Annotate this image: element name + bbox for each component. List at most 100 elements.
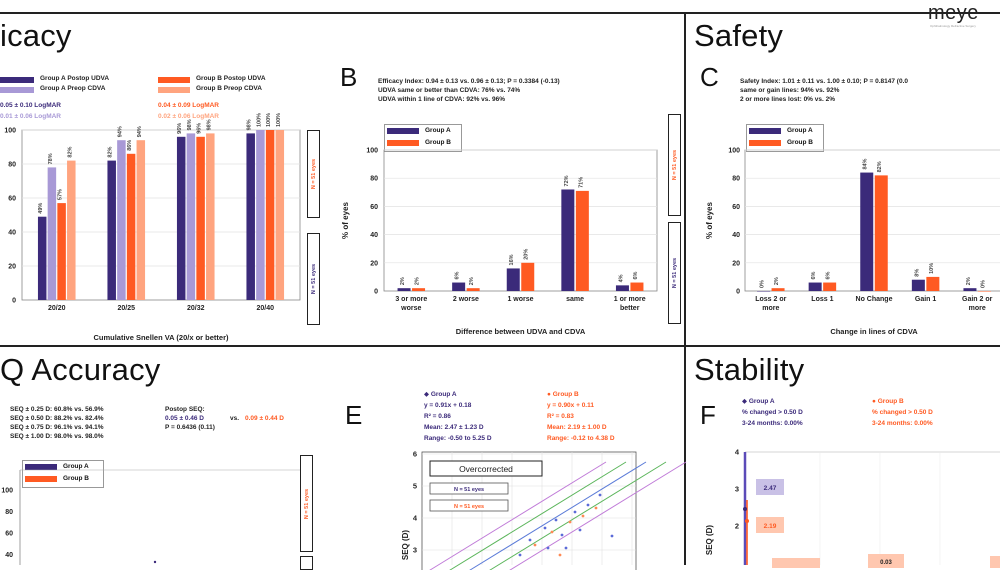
- panelB-bar: [466, 288, 480, 291]
- panelC-bar-data-label: 2%: [774, 277, 780, 285]
- panelB-category-label: worse: [400, 305, 421, 312]
- panelE-data-point: [543, 526, 547, 530]
- panelB-bar-data-label: 2%: [469, 277, 475, 285]
- divider-middle: [0, 345, 1000, 347]
- panelF-group-a-l2: 3-24 months: 0.00%: [742, 420, 803, 427]
- panelC-bar: [860, 172, 874, 291]
- panelE-group-b-range: Range: -0.12 to 4.38 D: [547, 435, 615, 442]
- panelD-legend-swatch-b: [25, 476, 57, 482]
- panelD-seq-050: SEQ ± 0.50 D: 88.2% vs. 82.4%: [10, 415, 104, 422]
- panelA-bar-data-label: 96%: [177, 123, 183, 134]
- panelB-ytick-label: 0: [374, 289, 378, 296]
- panelE-overcorrected-box: [429, 460, 543, 477]
- panelA-bar-data-label: 94%: [137, 126, 143, 137]
- panelB-efficacy-index: Efficacy Index: 0.94 ± 0.13 vs. 0.96 ± 0…: [378, 78, 560, 85]
- panelD-legend: Group A Group B: [22, 460, 104, 488]
- panelF-tag-b: 2.19: [764, 523, 777, 530]
- panelB-bar: [412, 288, 426, 291]
- panelB-legend-swatch-a: [387, 128, 419, 134]
- panelC-bar-data-label: 6%: [826, 271, 832, 279]
- panelB-ytick-label: 40: [370, 232, 378, 239]
- divider-vertical: [684, 12, 686, 565]
- panelC-same-or-gain: same or gain lines: 94% vs. 92%: [740, 87, 840, 94]
- panelA-bar: [265, 130, 275, 300]
- panelF-group-a-point: [743, 507, 747, 511]
- panelE-data-point: [558, 553, 562, 557]
- panelD-ytick-label: 60: [5, 531, 13, 538]
- panelA-bar: [256, 130, 265, 300]
- panelE-group-a-range: Range: -0.50 to 5.25 D: [424, 435, 492, 442]
- legend-label-b-preop: Group B Preop CDVA: [196, 85, 262, 92]
- panelA-bar: [136, 140, 146, 300]
- legend-label-a-postop: Group A Postop UDVA: [40, 75, 110, 82]
- panelF-group-a-name: ◆ Group A: [742, 398, 775, 405]
- panelA-bar: [275, 130, 285, 300]
- panelB-n-box-b: N = 51 eyes: [668, 114, 681, 216]
- panelE-ytick-label: 6: [413, 450, 417, 459]
- panelE-data-point: [598, 493, 602, 497]
- panelE-group-b-mean: Mean: 2.19 ± 1.00 D: [547, 424, 607, 431]
- panelC-legend-swatch-b: [749, 140, 781, 146]
- legend-swatch-b-preop: [158, 87, 190, 93]
- panelF-ylabel: SEQ (D): [705, 525, 714, 556]
- panelD-postop-p: P = 0.6436 (0.11): [165, 424, 215, 431]
- panelA-bar-data-label: 98%: [187, 119, 193, 130]
- panelC-ytick-label: 40: [732, 232, 740, 239]
- stat-a-preop: 0.01 ± 0.06 LogMAR: [0, 113, 62, 120]
- panelB-bar-data-label: 16%: [509, 254, 515, 265]
- panelE-ytick-label: 3: [413, 546, 417, 555]
- panelC-legend-label-b: Group B: [787, 139, 813, 146]
- panelC-2-lines-lost: 2 or more lines lost: 0% vs. 2%: [740, 96, 836, 103]
- legend-label-a-preop: Group A Preop CDVA: [40, 85, 106, 92]
- divider-top: [0, 12, 1000, 14]
- panelA-bar: [117, 140, 126, 300]
- panelC-bar-data-label: 2%: [966, 277, 972, 285]
- panelE-ytick-label: 4: [413, 514, 418, 523]
- panelC-category-label: No Change: [856, 296, 893, 303]
- panelF-group-b-l1: % changed > 0.50 D: [872, 409, 933, 416]
- panelF-ytick-label: 4: [735, 448, 740, 457]
- panelB-ytick-label: 60: [370, 204, 378, 211]
- panelD-legend-label-b: Group B: [63, 475, 89, 482]
- panelA-n-box-a: N = 51 eyes: [307, 233, 320, 325]
- panel-letter-b: B: [340, 62, 358, 92]
- panelD-ytick-label: 80: [5, 509, 13, 516]
- panelE-data-point: [550, 530, 554, 534]
- panelD-postop-vs: vs.: [230, 415, 240, 422]
- panelE-data-point: [554, 518, 558, 522]
- panelD-seq-075: SEQ ± 0.75 D: 96.1% vs. 94.1%: [10, 424, 104, 431]
- panelB-legend-swatch-b: [387, 140, 419, 146]
- panelE-n-label-a: N = 51 eyes: [454, 487, 484, 493]
- panelD-n-box-b: N = 51 eyes: [300, 455, 313, 552]
- panelC-bar: [808, 282, 822, 291]
- panelA-bar: [37, 216, 47, 300]
- panelA-category-label: 20/40: [256, 305, 274, 312]
- section-title-stability: Stability: [694, 352, 805, 387]
- section-title-safety: Safety: [694, 18, 784, 53]
- panelB-bar: [521, 262, 535, 291]
- panelA-bar-data-label: 82%: [67, 146, 73, 157]
- panelD-ytick-label: 40: [5, 552, 13, 559]
- panelA-xlabel: Cumulative Snellen VA (20/x or better): [93, 333, 229, 342]
- panelE-data-point: [564, 546, 568, 550]
- panelB-bar-data-label: 2%: [415, 277, 421, 285]
- panelA-bar-data-label: 57%: [58, 189, 64, 200]
- panelE-data-point: [573, 510, 577, 514]
- panelF-tag-a-bg: [756, 479, 784, 495]
- panelA-bar: [206, 133, 215, 300]
- panelF-tag-c: 0.03: [880, 560, 892, 566]
- panelF-tag-b-bg: [756, 517, 784, 533]
- panelF-ytick-label: 3: [735, 485, 739, 494]
- panelC-bar-data-label: 0%: [980, 280, 986, 288]
- panelB-bar: [630, 282, 644, 291]
- panelC-bar: [771, 288, 785, 291]
- panelC-bar-data-label: 10%: [929, 263, 935, 274]
- panelD-seq-025: SEQ ± 0.25 D: 60.8% vs. 56.9%: [10, 406, 104, 413]
- panelC-bar-data-label: 82%: [877, 161, 883, 172]
- panelC-bar-data-label: 6%: [811, 271, 817, 279]
- panelE-overcorrected-label: Overcorrected: [459, 464, 513, 474]
- panelE-group-a-mean: Mean: 2.47 ± 1.23 D: [424, 424, 484, 431]
- panelA-category-label: 20/20: [48, 305, 66, 312]
- legend-swatch-a-postop: [0, 77, 34, 83]
